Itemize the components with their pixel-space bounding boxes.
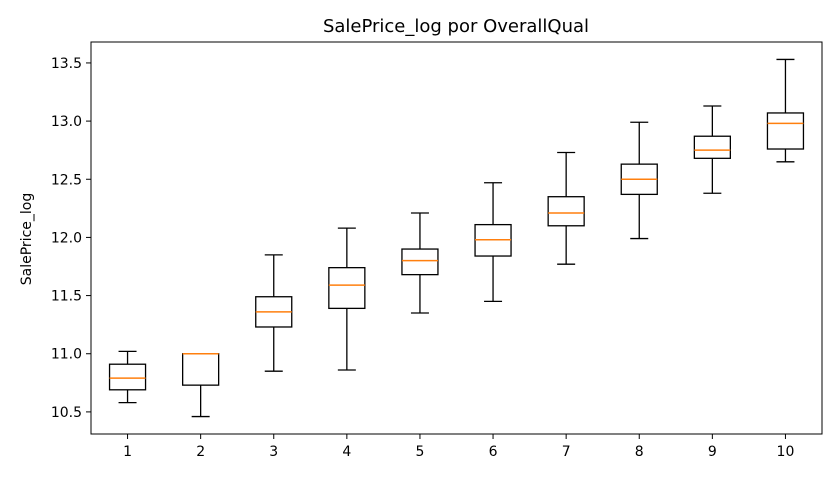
y-tick-label: 11.5 <box>51 289 82 305</box>
plot-frame <box>90 41 823 435</box>
box-body <box>693 135 731 159</box>
x-tick-label: 5 <box>415 444 424 460</box>
box-body <box>108 363 147 391</box>
y-axis-label: SalePrice_log <box>19 193 35 285</box>
chart-title: SalePrice_log por OverallQual <box>323 16 589 37</box>
box-body <box>181 353 220 386</box>
box-body <box>766 112 805 150</box>
x-tick-label: 7 <box>562 444 571 460</box>
plot-area: 10.5 11.0 11.5 12.0 12.5 13.0 13.5 1 2 3 4 5 6 7 8 9 10 <box>51 41 823 460</box>
x-tick-label: 8 <box>635 444 644 460</box>
box-body <box>401 248 439 276</box>
y-tick-label: 10.5 <box>51 405 82 421</box>
x-tick-label: 4 <box>342 444 351 460</box>
x-tick-label: 6 <box>489 444 498 460</box>
x-tick-label: 2 <box>196 444 205 460</box>
y-tick-label: 13.0 <box>51 114 82 130</box>
x-tick-label: 1 <box>123 444 132 460</box>
x-tick-label: 3 <box>269 444 278 460</box>
y-tick-label: 12.5 <box>51 172 82 188</box>
box-body <box>547 196 585 227</box>
box-body <box>328 267 366 310</box>
x-tick-label: 10 <box>777 444 795 460</box>
y-tick-label: 12.0 <box>51 230 82 246</box>
y-tick-label: 13.5 <box>51 56 82 72</box>
x-tick-label: 9 <box>708 444 717 460</box>
y-tick-label: 11.0 <box>51 347 82 363</box>
